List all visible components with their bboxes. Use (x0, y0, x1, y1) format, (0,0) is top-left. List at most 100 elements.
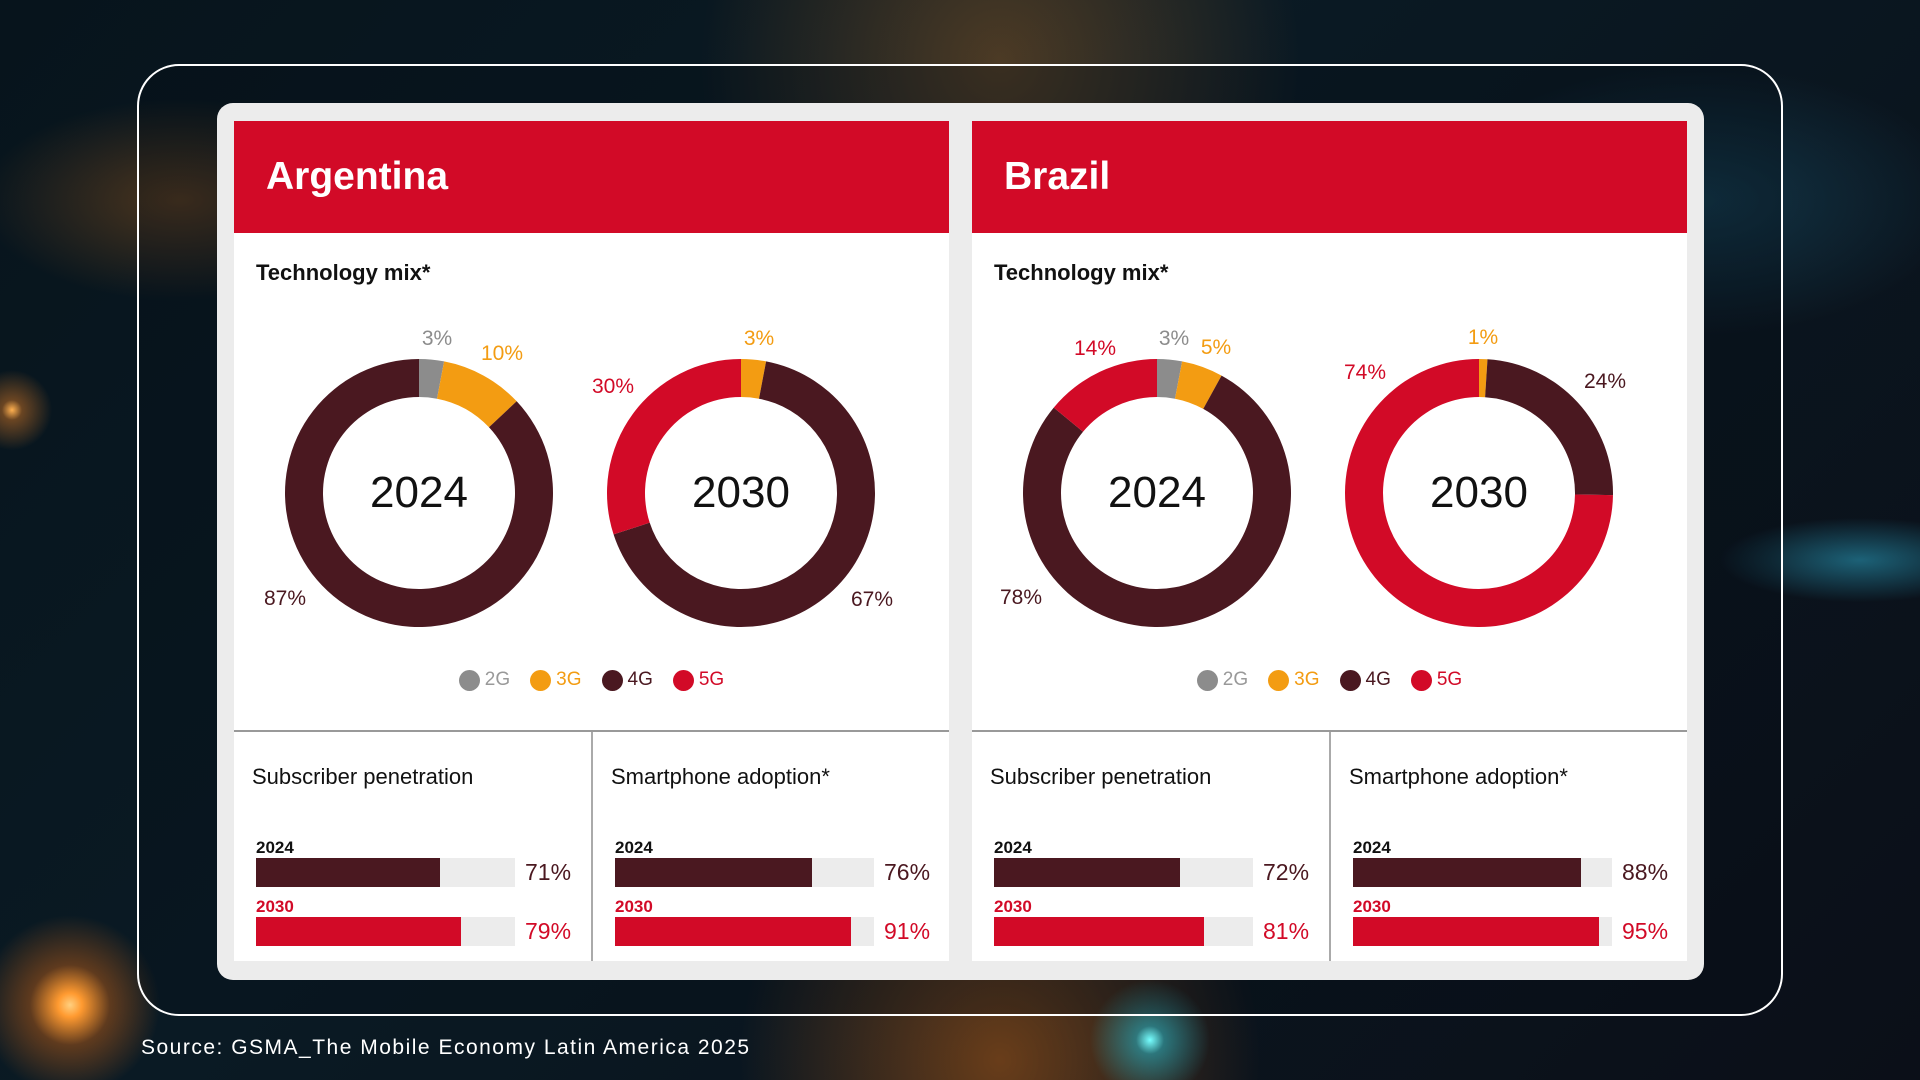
bar-value-label: 71% (525, 859, 572, 885)
bar-chart-title: Smartphone adoption* (611, 764, 830, 789)
legend-label: 5G (698, 669, 725, 690)
donut-slice-2g (1157, 359, 1183, 399)
bar-2024 (615, 858, 812, 887)
technology-mix-title: Technology mix* (994, 260, 1169, 285)
legend-dot-icon (672, 669, 694, 691)
legend-item-2g: 2G (1196, 669, 1249, 691)
country-title: Brazil (1004, 155, 1111, 198)
bar-2024 (994, 858, 1181, 887)
bar-track (994, 858, 1253, 887)
divider (972, 730, 1687, 732)
legend-label: 3G (1294, 669, 1320, 690)
donut-slice-4g (613, 361, 875, 627)
bar-2024 (1353, 858, 1581, 887)
bar-2030 (256, 917, 461, 946)
legend-dot-icon (530, 669, 552, 691)
donut-slice-5g (607, 359, 741, 535)
legend-item-4g: 4G (1339, 669, 1391, 691)
donut-year: 2030 (692, 468, 790, 517)
donut-year: 2024 (370, 468, 468, 517)
legend-item-4g: 4G (601, 669, 653, 691)
legend-dot-icon (458, 669, 480, 691)
technology-mix-title: Technology mix* (256, 260, 431, 285)
bar-value-label: 88% (1622, 859, 1669, 885)
country-title: Argentina (266, 155, 449, 198)
bar-2024 (256, 858, 440, 887)
panel-brazil: Brazil Technology mix* 2024 2030 14% 3% … (972, 121, 1687, 961)
bar-section: Subscriber penetration 2024 71% 2030 79% (234, 732, 591, 961)
legend-item-2g: 2G (458, 669, 511, 691)
bar-track (256, 858, 515, 887)
bar-track (1353, 917, 1612, 946)
data-label-2g: 3% (1158, 327, 1190, 350)
bar-year-label: 2030 (994, 897, 1032, 916)
panel-argentina: Argentina Technology mix* 2024 2030 3% 1… (234, 121, 949, 961)
legend-item-5g: 5G (1410, 669, 1463, 691)
bar-track (256, 917, 515, 946)
bar-chart-title: Smartphone adoption* (1349, 764, 1568, 789)
legend-label: 4G (1365, 669, 1391, 690)
data-label-5g: 30% (591, 375, 635, 398)
country-header: Argentina (234, 121, 949, 233)
data-label-4g: 78% (999, 586, 1043, 609)
donut-year: 2024 (1108, 468, 1206, 517)
donut-slice-3g (1479, 359, 1488, 398)
legend-label: 4G (627, 669, 653, 690)
divider (591, 732, 593, 961)
country-header: Brazil (972, 121, 1687, 233)
donut-slice-2g (419, 359, 445, 399)
data-label-4g: 87% (263, 587, 307, 610)
legend-label: 2G (1222, 669, 1249, 690)
data-label-3g: 1% (1467, 326, 1499, 349)
legend: 2G 3G 4G 5G (234, 669, 949, 691)
bar-value-label: 81% (1263, 918, 1310, 944)
bar-year-label: 2024 (1353, 838, 1391, 857)
bar-chart-title: Subscriber penetration (252, 764, 474, 789)
bar-value-label: 79% (525, 918, 572, 944)
bar-year-label: 2030 (615, 897, 653, 916)
donut-year: 2030 (1430, 468, 1528, 517)
bar-value-label: 91% (884, 918, 931, 944)
legend-dot-icon (1196, 669, 1218, 691)
data-label-2g: 3% (421, 327, 453, 350)
bar-year-label: 2024 (615, 838, 653, 857)
bar-track (994, 917, 1253, 946)
data-label-3g: 3% (743, 327, 775, 350)
legend-label: 5G (1436, 669, 1463, 690)
data-label-3g: 5% (1200, 336, 1232, 359)
legend-dot-icon (1339, 669, 1361, 691)
divider (234, 730, 949, 732)
donut-slice-3g (741, 359, 767, 399)
legend-dot-icon (1410, 669, 1432, 691)
data-label-3g: 10% (480, 342, 524, 365)
donut-chart: 2024 (284, 358, 554, 628)
bar-chart-title: Subscriber penetration (990, 764, 1212, 789)
legend-item-5g: 5G (672, 669, 725, 691)
bar-section: Smartphone adoption* 2024 88% 2030 95% (1331, 732, 1688, 961)
bar-2030 (1353, 917, 1600, 946)
bar-year-label: 2030 (1353, 897, 1391, 916)
donut-chart: 2030 (606, 358, 876, 628)
bar-track (615, 917, 874, 946)
legend-dot-icon (1268, 669, 1290, 691)
bar-section: Smartphone adoption* 2024 76% 2030 91% (593, 732, 950, 961)
divider (1329, 732, 1331, 961)
donut-chart: 2024 (1022, 358, 1292, 628)
bar-2030 (994, 917, 1204, 946)
donut-slice-5g (1053, 359, 1157, 432)
bar-year-label: 2024 (256, 838, 294, 857)
bar-year-label: 2024 (994, 838, 1032, 857)
data-label-4g: 67% (850, 588, 894, 611)
legend-item-3g: 3G (530, 669, 582, 691)
bar-value-label: 76% (884, 859, 931, 885)
bar-section: Subscriber penetration 2024 72% 2030 81% (972, 732, 1329, 961)
bar-2030 (615, 917, 851, 946)
data-label-5g: 74% (1343, 361, 1387, 384)
donut-slice-4g (1485, 359, 1613, 496)
bar-track (615, 858, 874, 887)
source-caption: Source: GSMA_The Mobile Economy Latin Am… (141, 1036, 751, 1059)
legend-dot-icon (601, 669, 623, 691)
legend-label: 2G (484, 669, 511, 690)
donut-slice-4g (1023, 375, 1291, 627)
data-label-5g: 14% (1073, 337, 1117, 360)
